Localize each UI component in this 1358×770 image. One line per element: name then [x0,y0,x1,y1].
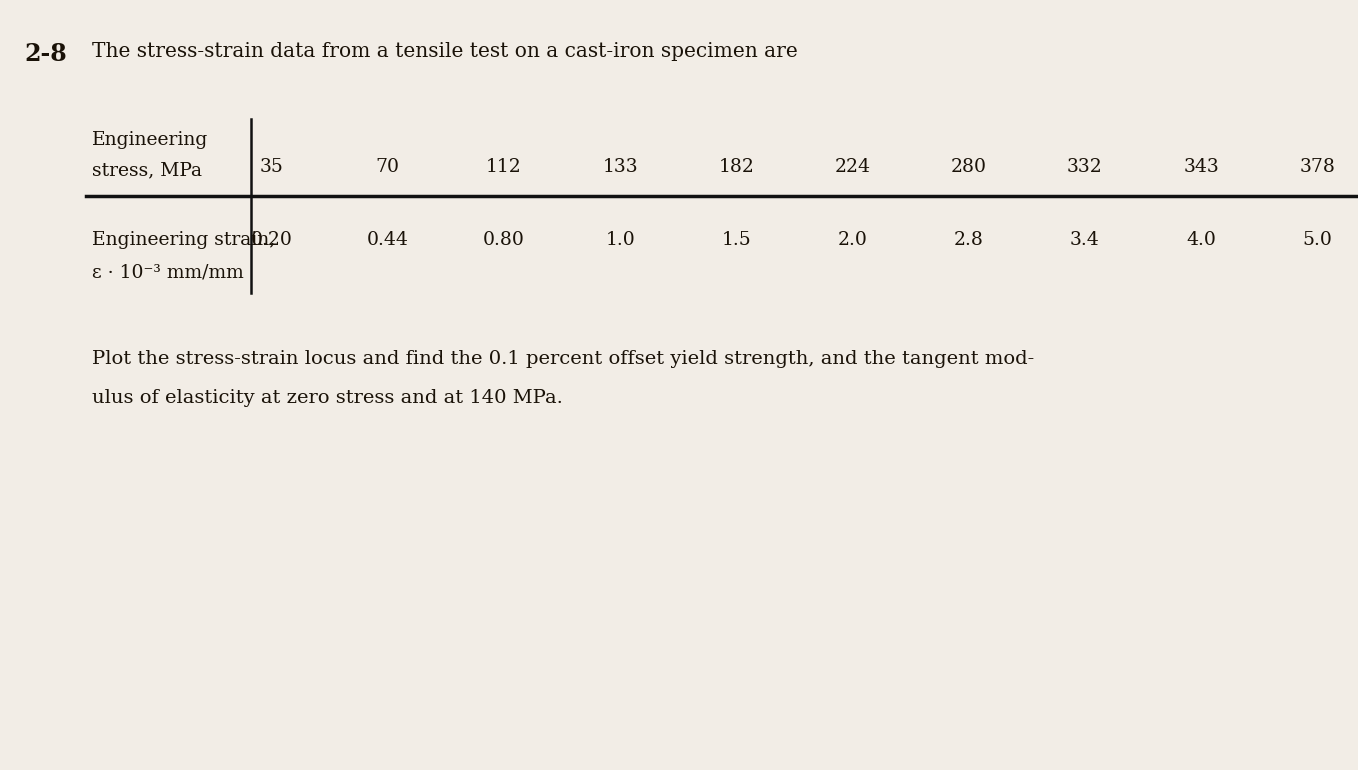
Text: 5.0: 5.0 [1302,231,1332,249]
Text: 3.4: 3.4 [1070,231,1100,249]
Text: 343: 343 [1183,158,1219,176]
Text: 35: 35 [259,158,284,176]
Text: The stress-strain data from a tensile test on a cast-iron specimen are: The stress-strain data from a tensile te… [92,42,799,62]
Text: 0.44: 0.44 [367,231,409,249]
Text: Engineering strain,: Engineering strain, [92,231,276,249]
Text: ε · 10⁻³ mm/mm: ε · 10⁻³ mm/mm [92,263,244,281]
Text: Engineering: Engineering [92,131,209,149]
Text: 2.0: 2.0 [838,231,868,249]
Text: 2.8: 2.8 [953,231,983,249]
Text: Plot the stress-strain locus and find the 0.1 percent offset yield strength, and: Plot the stress-strain locus and find th… [92,350,1035,368]
Text: 133: 133 [603,158,638,176]
Text: 1.5: 1.5 [721,231,751,249]
Text: 332: 332 [1067,158,1103,176]
Text: 182: 182 [718,158,754,176]
Text: 1.0: 1.0 [606,231,636,249]
Text: 378: 378 [1300,158,1335,176]
Text: 112: 112 [486,158,521,176]
Text: 2-8: 2-8 [24,42,67,66]
Text: ulus of elasticity at zero stress and at 140 MPa.: ulus of elasticity at zero stress and at… [92,389,564,407]
Text: 280: 280 [951,158,987,176]
Text: 70: 70 [376,158,399,176]
Text: 0.20: 0.20 [251,231,292,249]
Text: 224: 224 [835,158,870,176]
Text: 4.0: 4.0 [1186,231,1215,249]
Text: 0.80: 0.80 [483,231,526,249]
Text: stress, MPa: stress, MPa [92,162,202,179]
